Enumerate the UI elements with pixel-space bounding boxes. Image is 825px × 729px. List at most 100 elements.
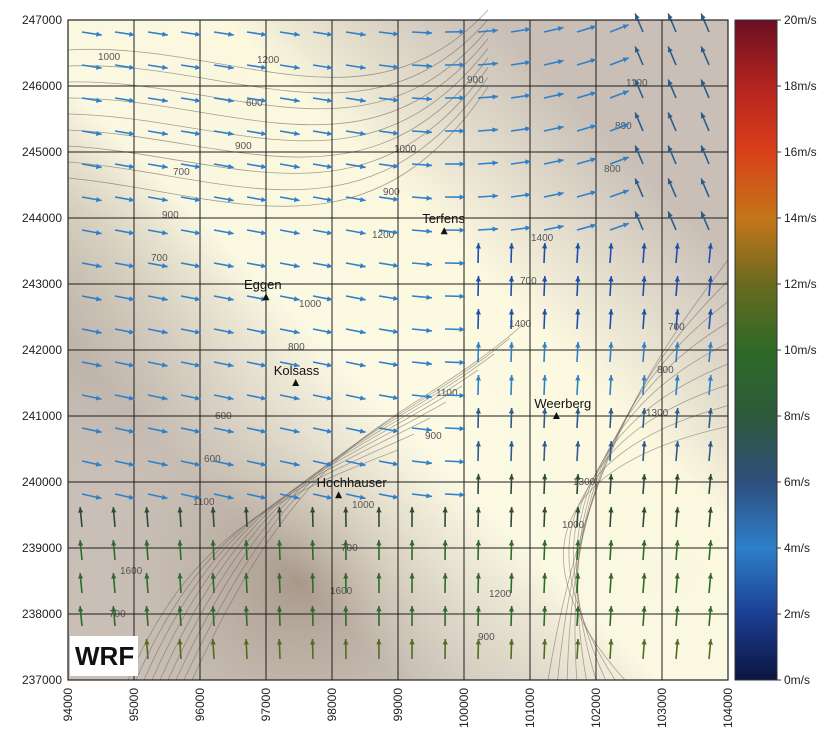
wind-vector-head bbox=[227, 263, 234, 269]
wind-vector-head bbox=[475, 342, 481, 348]
wind-vector-head bbox=[227, 163, 234, 170]
wind-vector-head bbox=[95, 263, 102, 269]
wind-vector-head bbox=[260, 362, 267, 368]
wind-vector-head bbox=[293, 230, 300, 236]
colorbar-tick-label: 14m/s bbox=[784, 211, 817, 225]
y-tick-label: 240000 bbox=[22, 475, 62, 489]
x-tick-label: 99000 bbox=[391, 688, 405, 722]
wind-vector-head bbox=[194, 329, 201, 335]
y-tick-label: 243000 bbox=[22, 277, 62, 291]
wind-vector-head bbox=[260, 196, 267, 203]
wind-vector-head bbox=[310, 639, 316, 645]
wind-vector-head bbox=[700, 178, 706, 185]
contour-label: 1000 bbox=[299, 299, 322, 310]
wind-vector-head bbox=[667, 145, 673, 152]
wind-vector-head bbox=[276, 639, 283, 645]
wind-vector-head bbox=[492, 61, 498, 67]
wind-vector-head bbox=[161, 163, 168, 170]
contour-line bbox=[67, 86, 489, 207]
wind-vector-head bbox=[508, 573, 515, 579]
contour-line bbox=[151, 401, 447, 681]
wind-vector-head bbox=[326, 196, 333, 203]
contour-label: 1000 bbox=[98, 52, 121, 63]
wind-vector-head bbox=[210, 639, 216, 645]
wind-vector-head bbox=[310, 573, 316, 579]
wind-vector-head bbox=[707, 573, 713, 579]
x-tick-label: 98000 bbox=[325, 688, 339, 722]
wind-vector-head bbox=[590, 223, 597, 229]
plot-frame bbox=[67, 19, 729, 681]
wind-vector-head bbox=[525, 93, 531, 99]
wind-vector-head bbox=[634, 211, 640, 218]
wind-vector-head bbox=[492, 28, 498, 34]
wind-vector-head bbox=[608, 342, 614, 348]
wind-vector-head bbox=[575, 342, 581, 348]
wind-vector-head bbox=[707, 375, 713, 381]
contour-line bbox=[67, 67, 489, 174]
wind-vector-head bbox=[161, 362, 168, 368]
wind-vector-head bbox=[542, 408, 548, 414]
wind-vector-head bbox=[475, 606, 481, 612]
wind-vector-head bbox=[641, 474, 647, 480]
wind-vector-head bbox=[128, 461, 135, 467]
y-tick-label: 238000 bbox=[22, 607, 62, 621]
wind-vector-head bbox=[326, 263, 333, 269]
wind-vector-head bbox=[161, 329, 168, 335]
wind-vector-head bbox=[641, 276, 647, 282]
wind-vector-head bbox=[426, 360, 432, 367]
wind-vector-head bbox=[508, 540, 515, 546]
x-tick-label: 104000 bbox=[721, 688, 735, 728]
wind-vector-head bbox=[542, 507, 548, 513]
wind-vector-head bbox=[622, 123, 629, 129]
wind-vector-head bbox=[508, 507, 515, 513]
wind-vector-head bbox=[557, 125, 564, 131]
wind-vector-head bbox=[475, 375, 481, 381]
wind-vector-head bbox=[542, 309, 548, 315]
wind-vector-head bbox=[707, 342, 713, 348]
wind-vector-head bbox=[426, 195, 432, 201]
contour-line bbox=[175, 353, 495, 681]
wind-vector-head bbox=[409, 606, 415, 612]
wind-vector-head bbox=[525, 27, 531, 33]
wind-vector-head bbox=[194, 296, 201, 302]
wind-vector-head bbox=[294, 31, 300, 37]
wind-vector-head bbox=[426, 63, 432, 69]
wind-vector-head bbox=[129, 31, 135, 37]
wind-vector-head bbox=[409, 540, 415, 546]
place-marker bbox=[262, 293, 270, 301]
wind-vector-head bbox=[542, 342, 548, 348]
wind-vector-head bbox=[590, 25, 597, 31]
wind-vector-head bbox=[393, 262, 399, 268]
place-marker bbox=[292, 379, 300, 386]
wind-vector-head bbox=[442, 606, 448, 612]
x-tick-label: 97000 bbox=[259, 688, 273, 722]
contour-line bbox=[143, 417, 431, 681]
wind-vector-head bbox=[700, 211, 706, 218]
wind-vector-head bbox=[128, 263, 135, 269]
wind-vector-head bbox=[475, 573, 481, 579]
wind-vector-head bbox=[393, 64, 399, 70]
wind-vector-head bbox=[674, 342, 680, 348]
wind-vector-head bbox=[459, 128, 465, 134]
wind-vector-head bbox=[293, 263, 300, 269]
wind-vector-head bbox=[162, 31, 168, 37]
place-label: Weerberg bbox=[534, 396, 591, 411]
model-label-box bbox=[70, 636, 138, 676]
colorbar-tick-label: 16m/s bbox=[784, 145, 817, 159]
wind-vector-head bbox=[707, 639, 713, 645]
wind-vector-head bbox=[542, 573, 548, 579]
wind-vector-head bbox=[674, 243, 680, 249]
wind-vector-head bbox=[293, 428, 300, 434]
wind-vector-head bbox=[310, 507, 316, 513]
wind-vector-head bbox=[228, 31, 234, 37]
wind-vector-head bbox=[194, 97, 201, 103]
wind-vector-head bbox=[557, 158, 564, 164]
wind-vector-head bbox=[634, 79, 640, 86]
wind-vector-head bbox=[641, 408, 647, 414]
wind-vector-head bbox=[641, 309, 647, 315]
wind-vector-head bbox=[194, 362, 201, 368]
wind-vector-head bbox=[492, 160, 498, 166]
wind-vector-head bbox=[95, 428, 102, 434]
wind-vector-head bbox=[227, 395, 234, 401]
wind-vector-head bbox=[542, 474, 548, 480]
